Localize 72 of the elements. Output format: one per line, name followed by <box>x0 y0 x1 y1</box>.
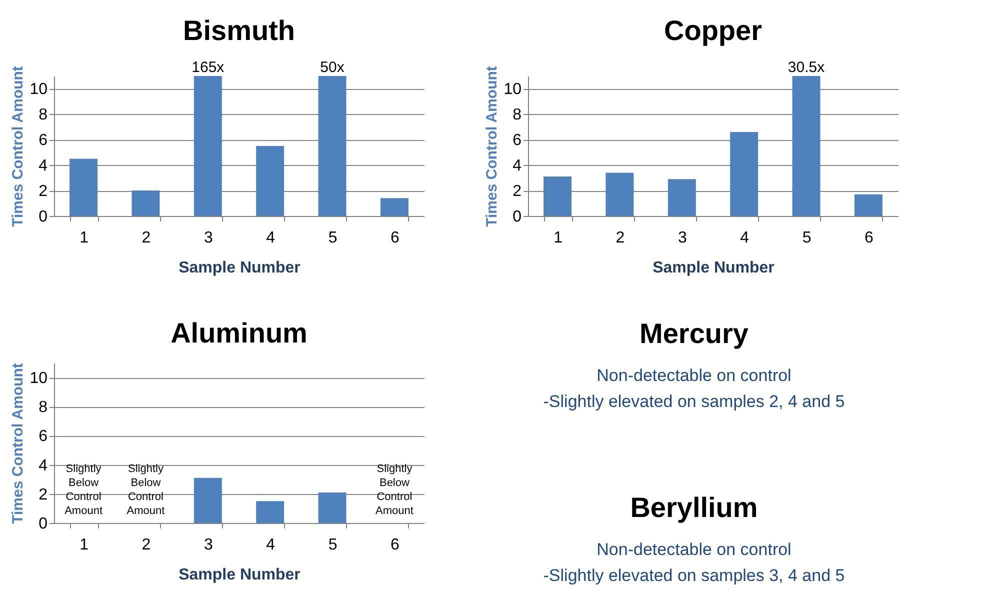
y-tick-label: 0 <box>38 208 48 226</box>
x-tick-label: 1 <box>80 536 89 554</box>
annotation: 165x <box>192 59 225 76</box>
bar <box>256 501 284 523</box>
text: Slightly Below Control Amount <box>126 463 165 517</box>
text: Mercury <box>640 318 749 349</box>
y-tick-label: 2 <box>38 183 48 200</box>
x-tick-label: 5 <box>328 536 338 554</box>
bar <box>256 146 284 216</box>
bar <box>70 158 98 216</box>
y-tick-label: 6 <box>38 132 48 150</box>
x-axis-title: Sample Number <box>178 260 300 276</box>
x-tick-label: 6 <box>864 230 874 246</box>
y-tick-label: 10 <box>504 81 522 98</box>
y-tick-label: 6 <box>512 132 522 150</box>
bar <box>792 76 820 216</box>
x-tick-label: 3 <box>204 536 213 554</box>
y-tick-label: 8 <box>512 106 522 124</box>
y-axis-title: Times Control Amount <box>484 66 501 227</box>
y-tick-label: 8 <box>38 399 48 416</box>
bar <box>318 76 346 216</box>
x-tick-label: 5 <box>802 230 812 246</box>
bar <box>194 478 222 523</box>
y-tick-label: 0 <box>512 208 522 226</box>
y-tick-label: 4 <box>512 158 522 175</box>
text: Non-detectable on control <box>596 366 792 385</box>
x-tick-label: 4 <box>266 230 276 246</box>
bar <box>194 76 222 216</box>
chart-title: Copper <box>664 15 762 46</box>
x-tick-label: 2 <box>142 230 151 246</box>
x-tick-label: 3 <box>678 230 687 246</box>
bar <box>854 194 882 216</box>
y-tick-label: 6 <box>38 428 48 446</box>
y-tick-label: 4 <box>38 158 48 175</box>
x-axis-title: Sample Number <box>652 260 774 276</box>
y-tick-label: 8 <box>38 106 48 124</box>
bar <box>606 172 634 216</box>
bar <box>380 198 408 216</box>
bar <box>318 492 346 523</box>
x-tick-label: 1 <box>554 230 563 246</box>
text: Non-detectable on control <box>596 540 792 559</box>
bar <box>544 176 572 216</box>
x-tick-label: 4 <box>266 536 276 554</box>
x-tick-label: 6 <box>390 536 400 554</box>
bar <box>668 179 696 216</box>
x-tick-label: 1 <box>80 230 89 246</box>
annotation: 30.5x <box>788 59 826 76</box>
x-tick-label: 2 <box>616 230 625 246</box>
text: Slightly Below Control Amount <box>64 463 102 517</box>
y-tick-label: 10 <box>30 81 48 98</box>
text: -Slightly elevated on samples 2, 4 and 5 <box>543 392 845 411</box>
y-tick-label: 4 <box>38 457 48 474</box>
chart-title: Aluminum <box>170 317 308 348</box>
y-tick-label: 2 <box>38 486 48 504</box>
text: -Slightly elevated on samples 3, 4 and 5 <box>543 566 845 585</box>
x-axis-title: Sample Number <box>178 566 300 584</box>
bar <box>730 132 758 216</box>
x-tick-label: 6 <box>390 230 400 246</box>
bar <box>132 190 160 216</box>
annotation: 50x <box>320 59 345 76</box>
x-tick-label: 3 <box>204 230 213 246</box>
y-tick-label: 2 <box>512 183 522 200</box>
x-tick-label: 5 <box>328 230 338 246</box>
y-axis-title: Times Control Amount <box>10 66 27 227</box>
chart-title: Bismuth <box>183 15 295 46</box>
y-axis-title: Times Control Amount <box>10 363 27 524</box>
text: Beryllium <box>630 492 758 523</box>
text: Slightly Below Control Amount <box>376 463 414 517</box>
x-tick-label: 4 <box>740 230 750 246</box>
y-tick-label: 10 <box>30 370 48 388</box>
y-tick-label: 0 <box>38 516 48 532</box>
x-tick-label: 2 <box>142 536 151 554</box>
